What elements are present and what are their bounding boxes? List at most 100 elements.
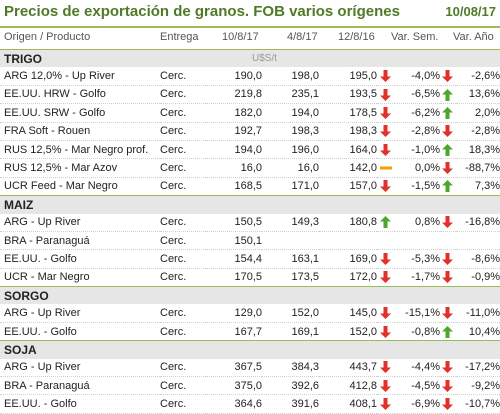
section-header: TRIGO U$S/t: [0, 49, 500, 68]
var-year: 2,0%: [456, 103, 500, 123]
arrow-down-icon: [380, 361, 392, 374]
year-trend: [440, 67, 457, 86]
week-trend: [377, 85, 396, 105]
price-week-ago: 235,1: [262, 85, 320, 105]
arrow-down-icon: [442, 216, 454, 229]
table-row: EE.UU. HRW - Golfo Cerc. 219,8 235,1 193,5 -6…: [0, 85, 500, 105]
product-name: BRA - Paranaguá: [0, 376, 160, 396]
year-trend: [440, 140, 457, 160]
arrow-down-icon: [442, 70, 454, 83]
table-row: FRA Soft - Rouen Cerc. 192,7 198,3 198,3 -2,8…: [0, 122, 500, 141]
price-current: 129,0: [206, 304, 262, 323]
section-unit: [206, 340, 320, 359]
delivery: Cerc.: [160, 85, 206, 105]
arrow-up-icon: [442, 143, 454, 156]
arrow-down-icon: [380, 379, 392, 392]
var-week: -0,8%: [395, 322, 441, 342]
price-current: 16,0: [206, 158, 262, 178]
product-name: ARG - Up River: [0, 213, 160, 232]
arrow-down-icon: [442, 361, 454, 374]
var-year: -17,2%: [456, 358, 500, 378]
var-week: -1,5%: [395, 177, 441, 197]
product-name: ARG 12,0% - Up River: [0, 67, 160, 86]
table-row: BRA - Paranaguá Cerc. 150,1: [0, 231, 500, 251]
delivery: Cerc.: [160, 322, 206, 342]
var-year: 18,3%: [456, 140, 500, 160]
col-var-year: Var. Año: [453, 31, 494, 43]
arrow-down-icon: [380, 143, 392, 156]
price-current: 364,6: [206, 394, 262, 414]
arrow-down-icon: [380, 325, 392, 338]
section-name: SORGO: [0, 286, 206, 305]
year-trend: [440, 122, 457, 141]
var-week: -4,0%: [395, 67, 441, 86]
price-week-ago: 152,0: [262, 304, 320, 323]
year-trend: [440, 103, 457, 123]
week-trend: [377, 249, 396, 269]
year-trend: [440, 322, 457, 342]
col-var-week: Var. Sem.: [391, 31, 439, 43]
product-name: EE.UU. HRW - Golfo: [0, 85, 160, 105]
section-unit: [206, 286, 320, 305]
var-week: -1,7%: [395, 268, 441, 288]
week-trend: [377, 177, 396, 197]
arrow-down-icon: [442, 125, 454, 138]
price-week-ago: 198,0: [262, 67, 320, 86]
year-trend: [440, 249, 457, 269]
price-current: 194,0: [206, 140, 262, 160]
week-trend: [377, 122, 396, 141]
product-name: RUS 12,5% - Mar Azov: [0, 158, 160, 178]
price-current: 375,0: [206, 376, 262, 396]
week-trend: [377, 213, 396, 232]
var-year: 10,4%: [456, 322, 500, 342]
product-name: UCR - Mar Negro: [0, 268, 160, 288]
arrow-up-icon: [442, 180, 454, 193]
var-week: -6,5%: [395, 85, 441, 105]
arrow-down-icon: [380, 398, 392, 411]
product-name: EE.UU. - Golfo: [0, 322, 160, 342]
table-row: BRA - Paranaguá Cerc. 375,0 392,6 412,8 -4,5%…: [0, 376, 500, 396]
var-week: -15,1%: [395, 304, 441, 323]
var-year: -88,7%: [456, 158, 500, 178]
delivery: Cerc.: [160, 394, 206, 414]
price-week-ago: 163,1: [262, 249, 320, 269]
column-headers: Origen / Producto Entrega 10/8/17 4/8/17…: [0, 29, 500, 47]
table-row: EE.UU. - Golfo Cerc. 364,6 391,6 408,1 -6,9% -…: [0, 394, 500, 414]
price-week-ago: 196,0: [262, 140, 320, 160]
var-week: -1,0%: [395, 140, 441, 160]
arrow-down-icon: [380, 106, 392, 119]
arrow-down-icon: [380, 307, 392, 320]
var-year: -16,8%: [456, 213, 500, 232]
price-current: 219,8: [206, 85, 262, 105]
delivery: Cerc.: [160, 249, 206, 269]
price-year-ago: 443,7: [319, 358, 378, 378]
var-year: -11,0%: [456, 304, 500, 323]
price-year-ago: 195,0: [319, 67, 378, 86]
delivery: Cerc.: [160, 177, 206, 197]
price-week-ago: 169,1: [262, 322, 320, 342]
price-year-ago: 152,0: [319, 322, 378, 342]
section-unit: U$S/t: [206, 49, 320, 68]
var-year: -8,6%: [456, 249, 500, 269]
year-trend: [440, 177, 457, 197]
year-trend: [440, 304, 457, 323]
price-week-ago: 149,3: [262, 213, 320, 232]
var-week: 0,0%: [395, 158, 441, 178]
price-week-ago: 171,0: [262, 177, 320, 197]
section-header: SORGO: [0, 286, 500, 305]
var-year: [456, 231, 500, 251]
var-year: -0,9%: [456, 268, 500, 288]
section-header: MAIZ: [0, 195, 500, 214]
year-trend: [440, 376, 457, 396]
week-trend: [377, 67, 396, 86]
arrow-down-icon: [442, 253, 454, 266]
price-week-ago: 198,3: [262, 122, 320, 141]
week-trend: [377, 376, 396, 396]
price-week-ago: 384,3: [262, 358, 320, 378]
arrow-down-icon: [380, 125, 392, 138]
product-name: EE.UU. SRW - Golfo: [0, 103, 160, 123]
col-date-3: 12/8/16: [338, 31, 375, 43]
product-name: EE.UU. - Golfo: [0, 394, 160, 414]
week-trend: [377, 358, 396, 378]
price-current: 190,0: [206, 67, 262, 86]
